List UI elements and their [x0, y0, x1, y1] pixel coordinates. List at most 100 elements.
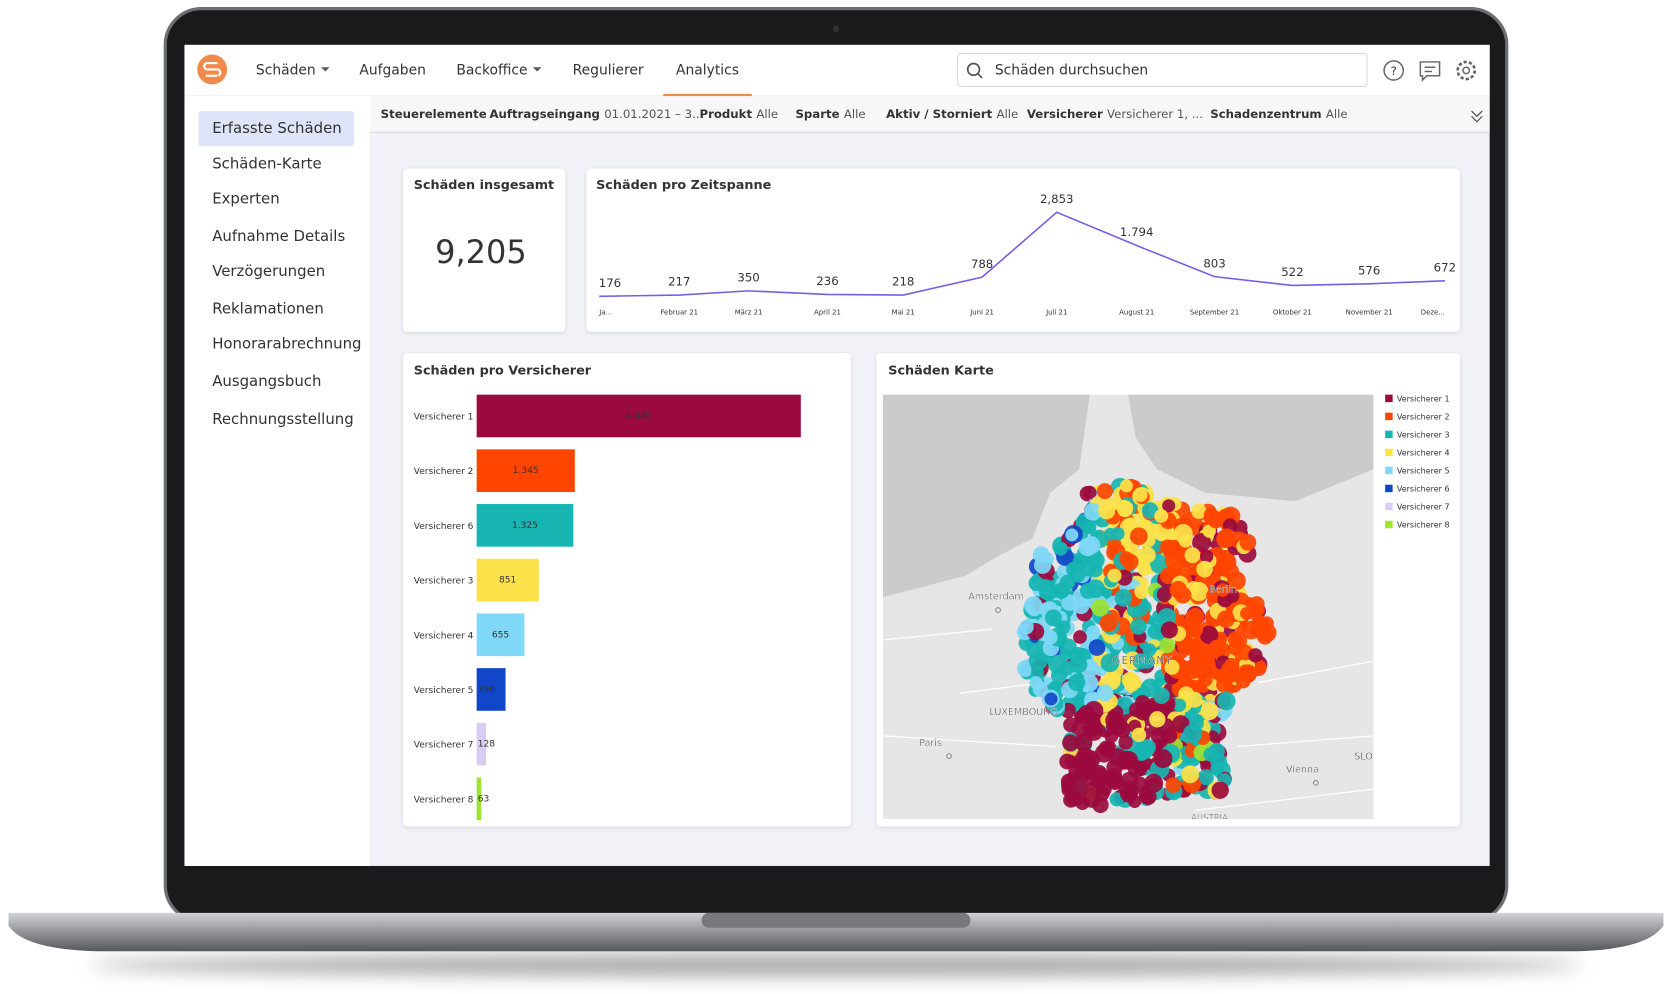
map-dot [1120, 785, 1138, 803]
map-dot [1100, 743, 1114, 757]
y-tick-label: Versicherer 4 [414, 631, 474, 641]
nav-item[interactable]: Aufgaben [359, 62, 426, 78]
map-dot [1130, 618, 1147, 635]
data-label: 522 [1281, 265, 1303, 279]
map-dot [1103, 527, 1117, 541]
map-dot [1249, 596, 1265, 612]
map-label: SLO [1354, 752, 1373, 763]
map-dot [1208, 639, 1227, 658]
sidebar-item[interactable]: Reklamationen [212, 299, 324, 317]
sidebar-item[interactable]: Rechnungsstellung [212, 410, 354, 428]
map-dot [1206, 588, 1220, 602]
filter-expand[interactable] [1471, 110, 1483, 123]
line-card [586, 168, 1460, 332]
sidebar-item[interactable]: Erfasste Schäden [212, 119, 342, 137]
bar [476, 668, 506, 711]
legend-swatch [1385, 394, 1393, 403]
map-dot [1119, 750, 1138, 770]
sidebar-item[interactable]: Schäden-Karte [212, 154, 322, 172]
map-dot [1033, 556, 1052, 574]
sidebar-item[interactable]: Verzögerungen [212, 262, 325, 280]
sidebar-item[interactable]: Experten [212, 189, 279, 207]
map-dot [1129, 702, 1145, 718]
chat-icon[interactable] [1419, 61, 1441, 82]
map-dot [1131, 727, 1147, 743]
map-dot [1137, 562, 1152, 577]
map-dot [1074, 710, 1088, 724]
map-dot [1184, 547, 1201, 564]
city-marker [1312, 779, 1319, 786]
data-label: 655 [492, 630, 509, 640]
x-tick-label: November 21 [1346, 309, 1393, 317]
map-dot [1134, 584, 1149, 600]
x-tick-label: Ja... [598, 309, 612, 317]
x-tick-label: Oktober 21 [1273, 309, 1312, 317]
nav-item[interactable]: Backoffice [456, 62, 527, 78]
map-dot [1096, 684, 1114, 702]
filter[interactable]: Aktiv / Storniert Alle [886, 107, 1018, 121]
data-label: 576 [1358, 263, 1380, 277]
filter-value: Alle [756, 107, 778, 121]
nav-item[interactable]: Schäden [256, 62, 316, 78]
help-icon[interactable] [1383, 60, 1405, 81]
map-dot [1169, 580, 1188, 599]
map-dot [1217, 691, 1236, 711]
map-dot [1160, 621, 1178, 639]
nav-item[interactable]: Regulierer [573, 62, 644, 78]
map-dot [1075, 795, 1090, 811]
map-dot [1073, 630, 1087, 644]
map-dot [1191, 503, 1207, 519]
map-dot [1059, 638, 1077, 656]
map-dot [1192, 533, 1212, 553]
filter-label: Schadenzentrum [1210, 107, 1321, 121]
sidebar-item[interactable]: Honorarabrechnung [212, 335, 361, 353]
data-label: 4.442 [626, 411, 652, 421]
sidebar-item[interactable]: Ausgangsbuch [212, 372, 321, 390]
map-dot [1183, 659, 1203, 679]
map-dot [1199, 625, 1219, 645]
filter[interactable]: Produkt Alle [700, 107, 779, 121]
data-label: 2,853 [1040, 192, 1074, 206]
map-dot [1019, 619, 1034, 635]
data-label: 350 [737, 271, 759, 285]
map-dot [1098, 782, 1112, 796]
map-dot [1195, 648, 1212, 665]
map-label: AUSTRIA [1191, 813, 1228, 823]
sidebar-item[interactable]: Aufnahme Details [212, 227, 345, 245]
filter[interactable]: Sparte Alle [795, 107, 865, 121]
map-dot [1091, 598, 1110, 617]
map-dot [1065, 528, 1079, 542]
base-notch [701, 912, 971, 928]
filter[interactable]: Steuerelemente [381, 107, 487, 121]
data-label: 788 [971, 257, 993, 271]
bar [476, 394, 801, 438]
filter-value: Alle [997, 107, 1019, 121]
bar [476, 777, 482, 821]
filter[interactable]: Schadenzentrum Alle [1210, 107, 1347, 121]
map-dot [1086, 625, 1100, 640]
map-dot [1079, 558, 1097, 577]
search-box[interactable] [957, 52, 1368, 87]
help-glyph: ? [1391, 64, 1397, 78]
map-dot [1202, 524, 1216, 538]
map-dot [1154, 509, 1169, 523]
data-label: 236 [816, 274, 838, 288]
filter[interactable]: Auftragseingang 01.01.2021 – 3... [489, 107, 703, 121]
map-dot [1226, 571, 1246, 591]
data-label: 803 [1203, 256, 1225, 270]
filter-value: Alle [1326, 107, 1348, 121]
x-tick-label: Juli 21 [1045, 309, 1067, 317]
data-label: 851 [499, 576, 516, 586]
map-dot [1200, 702, 1219, 721]
map-dot [1079, 582, 1096, 599]
map-label: Amsterdam [968, 592, 1024, 603]
map-dot [1056, 620, 1071, 635]
settings-icon[interactable] [1456, 60, 1477, 81]
nav-item[interactable]: Analytics [676, 62, 739, 78]
map-dot [1114, 589, 1133, 607]
legend-label: Versicherer 8 [1397, 521, 1450, 530]
filter[interactable]: Versicherer Versicherer 1, ... [1027, 107, 1203, 121]
legend-swatch [1385, 466, 1393, 475]
legend-swatch [1385, 484, 1393, 493]
dropdown-caret [321, 67, 330, 72]
